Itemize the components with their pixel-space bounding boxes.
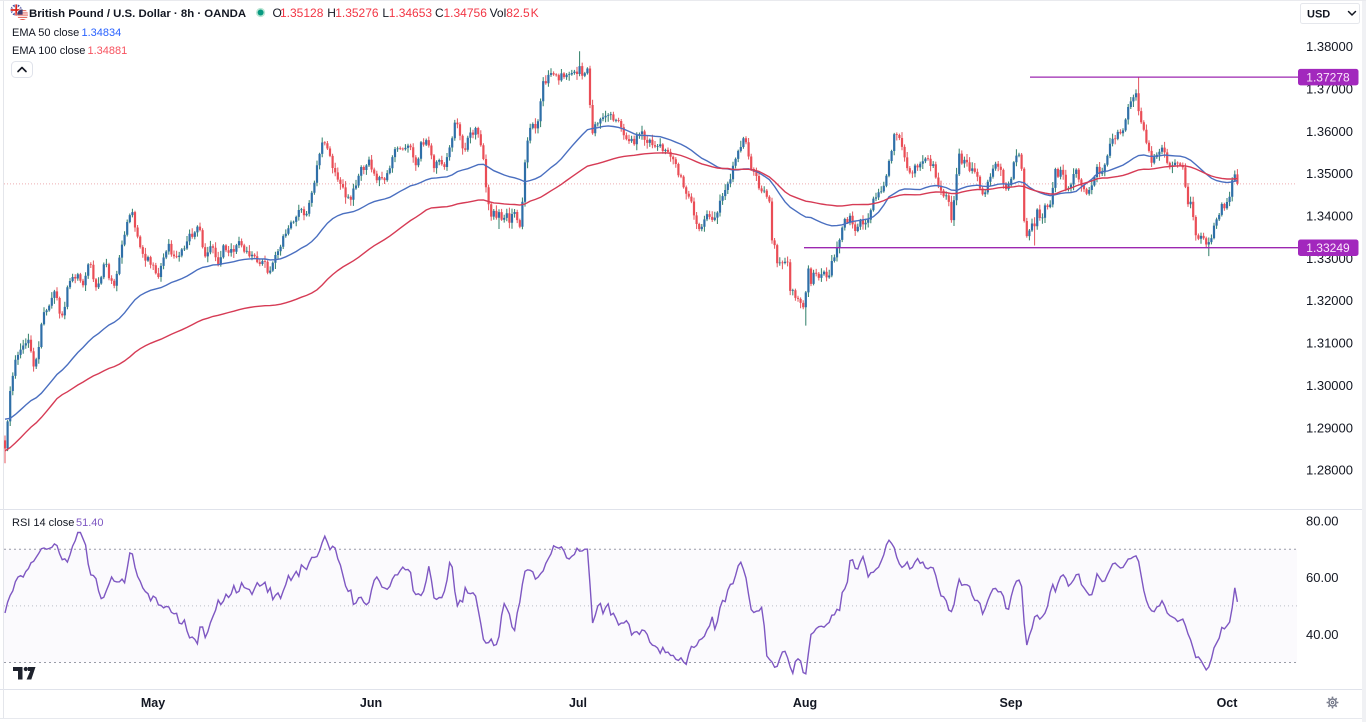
svg-text:1.34000: 1.34000 [1306, 209, 1353, 224]
svg-text:Jun: Jun [360, 696, 382, 710]
svg-text:Aug: Aug [793, 696, 817, 710]
svg-text:1.32000: 1.32000 [1306, 293, 1353, 308]
svg-text:Jul: Jul [569, 696, 587, 710]
svg-text:1.29000: 1.29000 [1306, 420, 1353, 435]
svg-text:1.31000: 1.31000 [1306, 336, 1353, 351]
svg-text:60.00: 60.00 [1306, 570, 1339, 585]
svg-text:1.36000: 1.36000 [1306, 124, 1353, 139]
svg-text:May: May [141, 696, 165, 710]
svg-text:80.00: 80.00 [1306, 514, 1339, 529]
svg-text:British Pound / U.S. Dollar ·: British Pound / U.S. Dollar · 8h · OANDA [29, 8, 246, 20]
svg-text:1.35000: 1.35000 [1306, 166, 1353, 181]
svg-text:Oct: Oct [1217, 696, 1239, 710]
svg-text:1.33249: 1.33249 [1306, 241, 1350, 255]
svg-text:1.28000: 1.28000 [1306, 463, 1353, 478]
svg-text:1.38000: 1.38000 [1306, 39, 1353, 54]
svg-text:1.37278: 1.37278 [1306, 70, 1350, 84]
svg-text:40.00: 40.00 [1306, 627, 1339, 642]
svg-text:1.30000: 1.30000 [1306, 378, 1353, 393]
svg-text:USD: USD [1307, 9, 1330, 21]
svg-text:Sep: Sep [1000, 696, 1023, 710]
